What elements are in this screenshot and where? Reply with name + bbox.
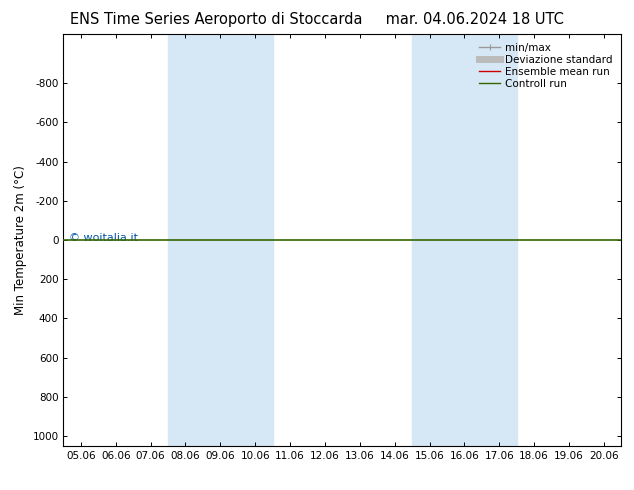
Y-axis label: Min Temperature 2m (°C): Min Temperature 2m (°C) (14, 165, 27, 315)
Legend: min/max, Deviazione standard, Ensemble mean run, Controll run: min/max, Deviazione standard, Ensemble m… (476, 40, 616, 92)
Text: © woitalia.it: © woitalia.it (69, 233, 138, 243)
Text: ENS Time Series Aeroporto di Stoccarda     mar. 04.06.2024 18 UTC: ENS Time Series Aeroporto di Stoccarda m… (70, 12, 564, 27)
Bar (168, 34, 273, 446)
Bar (412, 34, 517, 446)
